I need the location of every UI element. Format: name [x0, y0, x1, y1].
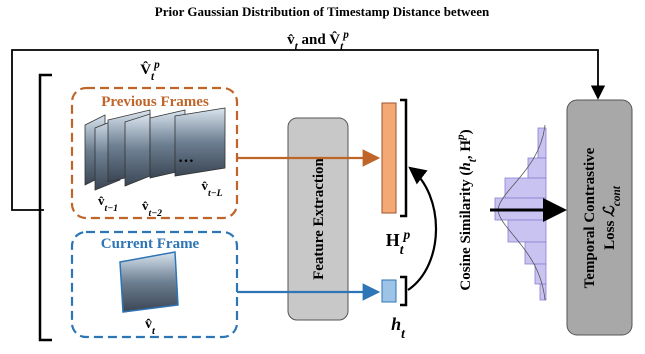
label-part: t	[400, 242, 405, 257]
label-part: t	[401, 326, 406, 341]
label-part: p	[342, 29, 349, 41]
label-part: v̂	[145, 317, 152, 332]
frame-label: v̂t−2	[142, 198, 162, 219]
loss-line1: Temporal Contrastive	[582, 147, 598, 288]
label-part: V̂	[140, 61, 151, 78]
label-part: t	[152, 326, 156, 337]
ellipsis: …	[178, 149, 194, 166]
frame-label: v̂t	[145, 317, 156, 337]
previous-title: Previous Frames	[101, 94, 209, 110]
label-part: cont	[611, 185, 623, 206]
similarity-label: Cosine Similarity (ht, Hp)	[455, 129, 479, 290]
label-part: t−1	[105, 203, 119, 214]
cur-feature-label: ht	[391, 314, 406, 341]
label-part: and	[298, 32, 329, 48]
label-part: p	[153, 59, 160, 71]
label-part: t−L	[208, 188, 223, 199]
label-part: )	[458, 129, 474, 134]
feature-label: Feature Extraction	[311, 157, 327, 279]
prev-feature-bar	[382, 103, 396, 213]
bracket	[40, 75, 52, 340]
label-part: h	[458, 162, 474, 170]
current-title: Current Frame	[101, 236, 200, 252]
frame-label: v̂t−L	[201, 178, 222, 199]
label-part: Loss	[602, 217, 618, 250]
label-part: Cosine Similarity (	[458, 171, 474, 291]
frame-label: v̂t−1	[98, 193, 118, 214]
label-part: ,	[458, 152, 474, 160]
label-part: t	[340, 41, 344, 53]
current-image	[120, 252, 178, 312]
cur-feature-bar	[382, 280, 396, 302]
loss-box	[567, 100, 632, 335]
label-part: t−2	[149, 208, 163, 219]
label-part: p	[403, 227, 411, 242]
bracket	[400, 277, 406, 305]
label-part: V̂	[329, 31, 340, 48]
label-part: h	[391, 314, 401, 334]
label-part: t	[151, 71, 155, 83]
diagram: Prior Gaussian Distribution of Timestamp…	[0, 0, 645, 354]
bracket	[400, 100, 406, 216]
prev-feature-label: Htp	[386, 227, 411, 257]
bracket-label: V̂tp	[140, 59, 160, 83]
title: Prior Gaussian Distribution of Timestamp…	[155, 4, 490, 19]
label-part: H	[458, 140, 474, 152]
curved-arrow	[408, 168, 436, 290]
label-part: H	[386, 230, 400, 250]
